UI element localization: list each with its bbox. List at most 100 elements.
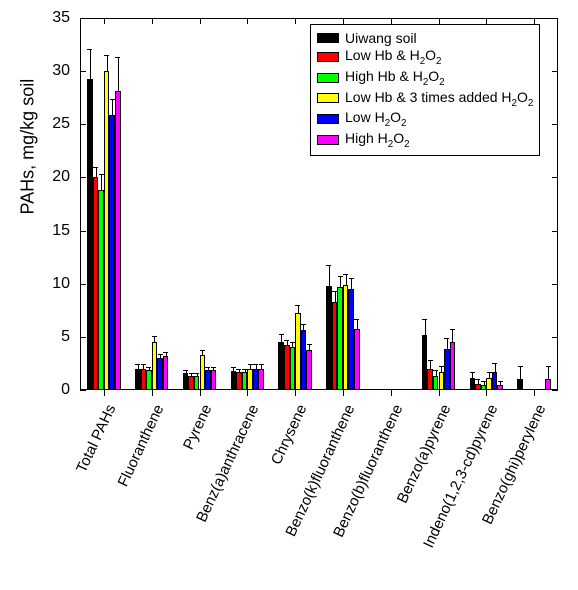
error-bar: [548, 366, 549, 380]
y-tick: [552, 390, 558, 391]
error-cap: [110, 99, 115, 100]
y-tick-label: 10: [0, 275, 70, 293]
legend-label: High H2O2: [345, 130, 410, 150]
error-cap: [135, 364, 140, 365]
error-cap: [546, 366, 551, 367]
y-tick: [552, 124, 558, 125]
error-cap: [194, 373, 199, 374]
error-cap: [487, 372, 492, 373]
error-bar: [520, 366, 521, 380]
legend-row: Low H2O2: [317, 109, 533, 129]
legend-label: Uiwang soil: [345, 30, 417, 46]
error-bar: [425, 319, 426, 335]
x-tick: [200, 390, 201, 396]
x-tick-label: Benzo(a)pyrene: [354, 402, 454, 590]
bar: [163, 356, 169, 390]
y-tick-label: 0: [0, 381, 70, 399]
error-bar: [118, 57, 119, 91]
error-cap: [236, 369, 241, 370]
legend-swatch: [317, 114, 339, 124]
error-bar: [346, 274, 347, 285]
error-cap: [475, 379, 480, 380]
y-tick: [80, 390, 86, 391]
error-cap: [200, 350, 205, 351]
legend-swatch: [317, 52, 339, 62]
error-bar: [430, 360, 431, 369]
y-tick-label: 5: [0, 328, 70, 346]
error-bar: [452, 329, 453, 342]
x-tick: [486, 390, 487, 396]
x-tick-label: Benzo(ghi)perylene: [450, 402, 550, 590]
x-tick-label: Fluoranthene: [67, 402, 167, 590]
error-cap: [248, 364, 253, 365]
error-cap: [259, 364, 264, 365]
x-tick: [152, 390, 153, 396]
error-cap: [295, 305, 300, 306]
error-cap: [104, 55, 109, 56]
x-tick: [439, 390, 440, 396]
y-tick: [552, 71, 558, 72]
error-cap: [141, 364, 146, 365]
error-cap: [158, 354, 163, 355]
y-tick: [552, 18, 558, 19]
legend-row: Uiwang soil: [317, 30, 533, 46]
y-tick-label: 30: [0, 62, 70, 80]
legend-label: Low H2O2: [345, 109, 406, 129]
x-tick-label: Indeno(1,2,3-cd)pyrene: [402, 402, 502, 590]
y-tick: [80, 231, 86, 232]
bar: [115, 91, 121, 390]
y-tick: [80, 177, 86, 178]
x-tick-label: Total PAHs: [19, 402, 119, 590]
error-cap: [189, 373, 194, 374]
error-bar: [329, 265, 330, 286]
error-bar: [112, 99, 113, 115]
legend-row: Low Hb & H2O2: [317, 47, 533, 67]
error-bar: [340, 276, 341, 287]
error-cap: [183, 370, 188, 371]
y-tick: [80, 284, 86, 285]
error-cap: [146, 367, 151, 368]
error-bar: [298, 305, 299, 314]
error-bar: [335, 291, 336, 302]
legend-label: Low Hb & H2O2: [345, 47, 442, 67]
error-cap: [349, 278, 354, 279]
x-tick: [200, 18, 201, 24]
legend-swatch: [317, 93, 339, 103]
error-cap: [470, 372, 475, 373]
error-cap: [99, 174, 104, 175]
y-tick: [552, 177, 558, 178]
error-bar: [495, 363, 496, 372]
error-cap: [163, 352, 168, 353]
error-cap: [332, 291, 337, 292]
legend-row: Low Hb & 3 times added H2O2: [317, 89, 533, 109]
error-cap: [307, 344, 312, 345]
y-tick-label: 15: [0, 222, 70, 240]
bar: [450, 342, 456, 390]
legend-swatch: [317, 135, 339, 145]
error-cap: [93, 167, 98, 168]
bar: [497, 385, 503, 390]
legend-label: Low Hb & 3 times added H2O2: [345, 89, 533, 109]
error-bar: [96, 167, 97, 178]
legend-row: High H2O2: [317, 130, 533, 150]
x-tick: [152, 18, 153, 24]
error-cap: [301, 324, 306, 325]
bar: [211, 370, 217, 390]
error-cap: [354, 319, 359, 320]
y-tick-label: 35: [0, 9, 70, 27]
x-tick-label: Pyrene: [115, 402, 215, 590]
error-cap: [290, 342, 295, 343]
x-tick: [104, 390, 105, 396]
error-bar: [101, 174, 102, 190]
legend-swatch: [317, 33, 339, 43]
legend-row: High Hb & H2O2: [317, 68, 533, 88]
error-cap: [433, 370, 438, 371]
error-cap: [444, 338, 449, 339]
y-tick: [80, 337, 86, 338]
bar: [545, 379, 551, 390]
x-tick-label: Chrysene: [211, 402, 311, 590]
x-tick: [104, 18, 105, 24]
x-tick: [295, 390, 296, 396]
error-cap: [211, 367, 216, 368]
y-tick: [80, 124, 86, 125]
